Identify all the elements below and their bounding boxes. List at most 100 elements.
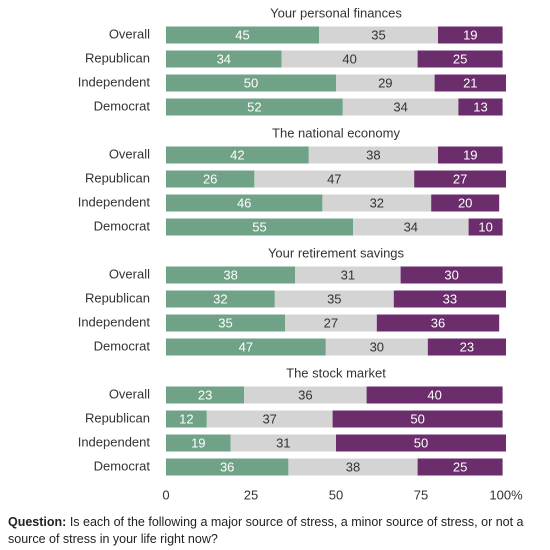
value-label: 25 [453,51,467,66]
x-tick-label: 50 [329,487,343,502]
x-tick-label: 0 [162,487,169,502]
bar-segment [166,26,319,44]
bar-segment [274,290,394,308]
bar-segment [230,434,336,452]
panel-title: The stock market [286,365,386,380]
value-label: 50 [244,75,258,90]
bar-segment [417,458,503,476]
value-label: 13 [473,99,487,114]
bar-segment [353,218,469,236]
value-label: 32 [213,291,227,306]
value-label: 52 [247,99,261,114]
category-label: Democrat [94,218,151,233]
bar-segment [427,338,506,356]
footnote: Question: Is each of the following a maj… [8,514,544,548]
value-label: 23 [460,339,474,354]
bar-segment [206,410,333,428]
x-tick-label: 75 [414,487,428,502]
category-label: Independent [78,74,151,89]
bar-segment [414,170,506,188]
value-label: 38 [346,459,360,474]
bar-segment [366,386,503,404]
bar-segment [393,290,506,308]
value-label: 23 [198,387,212,402]
bar-segment [336,74,435,92]
panel-title: The national economy [272,125,400,140]
value-label: 37 [262,411,276,426]
category-label: Overall [109,26,150,41]
bar-segment [308,146,438,164]
value-label: 27 [453,171,467,186]
bar-segment [166,218,353,236]
value-label: 36 [220,459,234,474]
value-label: 30 [444,267,458,282]
value-label: 10 [478,219,492,234]
bar-segment [434,74,506,92]
value-label: 36 [298,387,312,402]
bar-segment [166,338,326,356]
bar-segment [319,26,438,44]
bar-segment [325,338,428,356]
bar-segment [166,314,285,332]
value-label: 40 [342,51,356,66]
bar-segment [417,50,503,68]
bar-segment [400,266,503,284]
category-label: Independent [78,314,151,329]
value-label: 50 [414,435,428,450]
value-label: 34 [404,219,418,234]
bar-segment [332,410,503,428]
panel-title: Your personal finances [270,5,402,20]
value-label: 29 [378,75,392,90]
bar-segment [166,458,289,476]
bar-segment [438,146,503,164]
value-label: 19 [191,435,205,450]
value-label: 38 [223,267,237,282]
bar-segment [431,194,500,212]
bar-segment [166,50,282,68]
category-label: Republican [85,170,150,185]
value-label: 42 [230,147,244,162]
bar-segment [244,386,367,404]
bar-segment [166,74,336,92]
category-label: Republican [85,410,150,425]
bar-segment [468,218,503,236]
bar-segment [254,170,415,188]
value-label: 45 [235,27,249,42]
bar-segment [438,26,503,44]
value-label: 35 [371,27,385,42]
category-label: Overall [109,266,150,281]
footnote-text: Is each of the following a major source … [8,515,524,546]
bar-segment [336,434,506,452]
bar-segment [166,146,309,164]
value-label: 25 [453,459,467,474]
category-label: Overall [109,146,150,161]
category-label: Republican [85,50,150,65]
chart: Your personal finances Overall 45 35 19 Repub… [78,5,523,502]
bar-segment [342,98,459,116]
value-label: 19 [463,27,477,42]
value-label: 35 [327,291,341,306]
value-label: 40 [427,387,441,402]
bar-segment [295,266,401,284]
value-label: 31 [341,267,355,282]
value-label: 34 [393,99,407,114]
x-tick-label: 25 [244,487,258,502]
bar-segment [376,314,500,332]
bar-segment [322,194,432,212]
value-label: 36 [431,315,445,330]
category-label: Overall [109,386,150,401]
bar-segment [166,290,275,308]
bar-segment [166,266,296,284]
value-label: 32 [370,195,384,210]
bar-segment [166,170,255,188]
value-label: 46 [237,195,251,210]
value-label: 50 [410,411,424,426]
value-label: 19 [463,147,477,162]
value-label: 21 [463,75,477,90]
bar-segment [166,434,231,452]
category-label: Democrat [94,98,151,113]
bar-segment [166,410,207,428]
value-label: 12 [179,411,193,426]
bar-segment [166,194,323,212]
